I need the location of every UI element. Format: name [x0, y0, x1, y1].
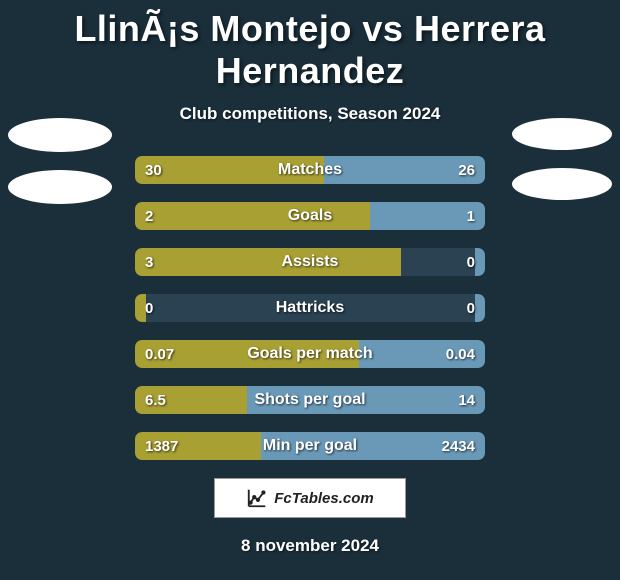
avatar-left — [8, 118, 112, 222]
stat-value-right: 0 — [467, 294, 475, 322]
page-title: LlinÃ¡s Montejo vs Herrera Hernandez — [0, 0, 620, 92]
stat-row: 2Goals1 — [135, 202, 485, 230]
stat-row: 6.5Shots per goal14 — [135, 386, 485, 414]
stat-value-right: 2434 — [442, 432, 475, 460]
stat-value-right: 0.04 — [446, 340, 475, 368]
stat-row: 0.07Goals per match0.04 — [135, 340, 485, 368]
stat-label: Matches — [135, 156, 485, 184]
stat-label: Min per goal — [135, 432, 485, 460]
date-label: 8 november 2024 — [0, 536, 620, 556]
stat-row: 3Assists0 — [135, 248, 485, 276]
avatar-placeholder-icon — [8, 170, 112, 204]
stat-label: Shots per goal — [135, 386, 485, 414]
stat-value-right: 26 — [458, 156, 475, 184]
watermark-text: FcTables.com — [274, 490, 373, 507]
avatar-placeholder-icon — [512, 168, 612, 200]
stat-label: Goals — [135, 202, 485, 230]
stat-value-right: 0 — [467, 248, 475, 276]
stat-value-right: 1 — [467, 202, 475, 230]
chart-icon — [246, 487, 268, 509]
stat-label: Hattricks — [135, 294, 485, 322]
stat-row: 1387Min per goal2434 — [135, 432, 485, 460]
stat-label: Assists — [135, 248, 485, 276]
watermark[interactable]: FcTables.com — [214, 478, 406, 518]
avatar-right — [512, 118, 612, 218]
stat-row: 0Hattricks0 — [135, 294, 485, 322]
subtitle: Club competitions, Season 2024 — [0, 104, 620, 124]
stat-row: 30Matches26 — [135, 156, 485, 184]
stat-label: Goals per match — [135, 340, 485, 368]
stats-bars: 30Matches262Goals13Assists00Hattricks00.… — [135, 156, 485, 460]
stat-value-right: 14 — [458, 386, 475, 414]
